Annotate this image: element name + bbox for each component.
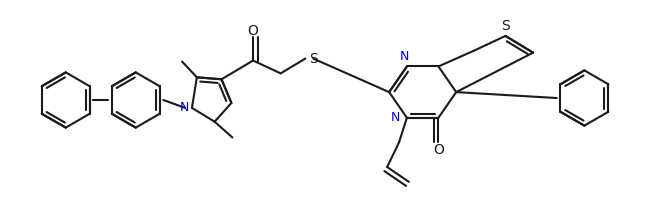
Text: O: O <box>248 24 258 38</box>
Text: N: N <box>179 101 189 114</box>
Text: S: S <box>501 19 510 33</box>
Text: S: S <box>309 52 318 66</box>
Text: N: N <box>400 50 409 63</box>
Text: N: N <box>390 111 399 124</box>
Text: O: O <box>433 143 444 157</box>
